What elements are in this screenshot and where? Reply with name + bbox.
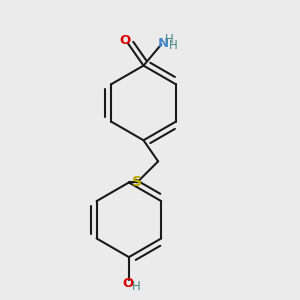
Text: O: O bbox=[119, 34, 131, 47]
Text: N: N bbox=[158, 37, 169, 50]
Text: H: H bbox=[132, 280, 141, 293]
Text: O: O bbox=[123, 277, 134, 290]
Text: S: S bbox=[132, 176, 142, 190]
Text: H: H bbox=[165, 33, 174, 46]
Text: H: H bbox=[169, 39, 178, 52]
